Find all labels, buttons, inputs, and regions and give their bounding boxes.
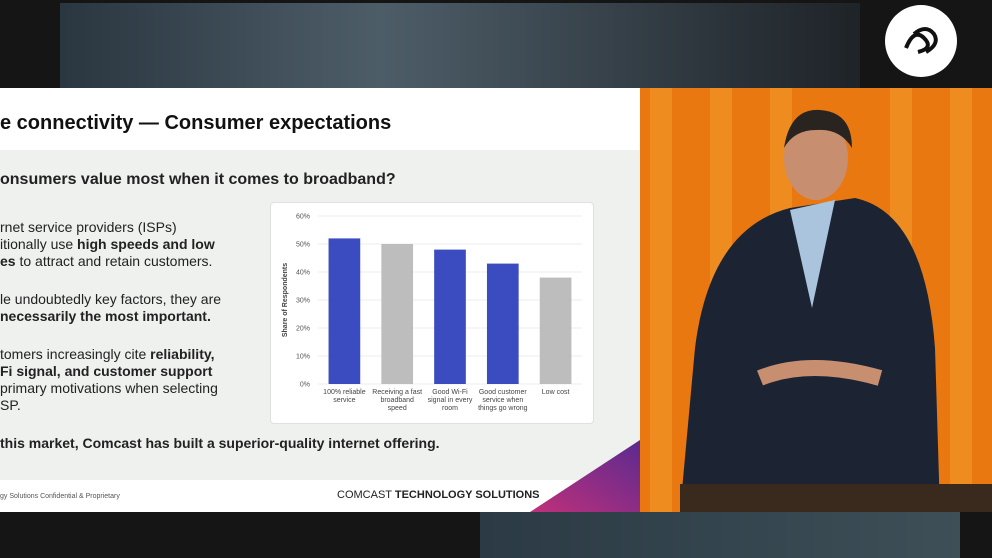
brand: COMCAST TECHNOLOGY SOLUTIONS: [337, 489, 540, 501]
bar: [328, 238, 361, 384]
bullet-line: primary motivations when selecting: [0, 380, 218, 396]
text-run: necessarily the most important.: [0, 308, 211, 324]
text-run: primary motivations when selecting: [0, 380, 218, 396]
y-tick-label: 10%: [296, 354, 310, 361]
x-tick-label: Receiving a fast broadband speed: [372, 389, 423, 412]
text-run: SP.: [0, 397, 21, 413]
y-tick-label: 30%: [296, 298, 310, 305]
bar: [486, 263, 519, 384]
bullet-line: SP.: [0, 397, 21, 413]
slide-title: e connectivity — Consumer expectations: [0, 112, 392, 134]
text-run: rnet service providers (ISPs): [0, 219, 177, 235]
bullet-line: necessarily the most important.: [0, 308, 211, 324]
chart: Share of Respondents 0% 10% 20% 30% 40% 50% 60…: [282, 214, 582, 389]
bar: [381, 244, 414, 384]
y-tick-label: 20%: [296, 326, 310, 333]
bar: [539, 277, 572, 384]
top-band: [60, 3, 860, 88]
y-axis-label: Share of Respondents: [282, 263, 289, 337]
text-run: tomers increasingly cite: [0, 346, 151, 362]
y-tick-label: 60%: [296, 214, 310, 221]
text-run: le undoubtedly key factors, they are: [0, 291, 222, 307]
y-tick-label: 0%: [300, 382, 310, 389]
brand-tagline: TECHNOLOGY SOLUTIONS: [394, 489, 540, 501]
text-run: to attract and retain customers.: [15, 253, 213, 269]
slide-accent: [530, 440, 640, 512]
bar: [434, 249, 466, 384]
y-tick-label: 40%: [296, 270, 310, 277]
bullet-line: le undoubtedly key factors, they are: [0, 291, 221, 307]
x-tick-label: Good Wi-Fi signal in every room: [427, 389, 473, 412]
stage-photo: [640, 88, 992, 512]
footer: gy Solutions Confidential & Proprietary: [0, 493, 120, 500]
x-tick-label: Good customer service when things go wro…: [478, 389, 528, 412]
y-tick-label: 50%: [296, 242, 310, 249]
bullet-line: itionally use high speeds and low: [0, 236, 215, 252]
text-run: Fi signal, and customer support: [0, 363, 213, 379]
brand-name: COMCAST: [337, 489, 392, 501]
bullet-line: rnet service providers (ISPs): [0, 219, 177, 235]
bullet-line: Fi signal, and customer support: [0, 363, 212, 379]
text-run: high speeds and low: [77, 236, 215, 252]
bottom-band: [480, 512, 960, 558]
x-tick-label: Low cost: [541, 389, 570, 396]
text-run: itionally use: [0, 236, 78, 252]
ibc-logo: [885, 5, 957, 77]
bullet-line: tomers increasingly cite reliability,: [0, 346, 215, 362]
slide-question: onsumers value most when it comes to bro…: [0, 171, 396, 188]
text-run: reliability,: [150, 346, 215, 362]
text-run: es: [0, 253, 16, 269]
x-tick-label: 100% reliable service: [323, 389, 366, 404]
conclusion: this market, Comcast has built a superio…: [0, 435, 440, 451]
bullet-line: es to attract and retain customers.: [0, 253, 212, 269]
